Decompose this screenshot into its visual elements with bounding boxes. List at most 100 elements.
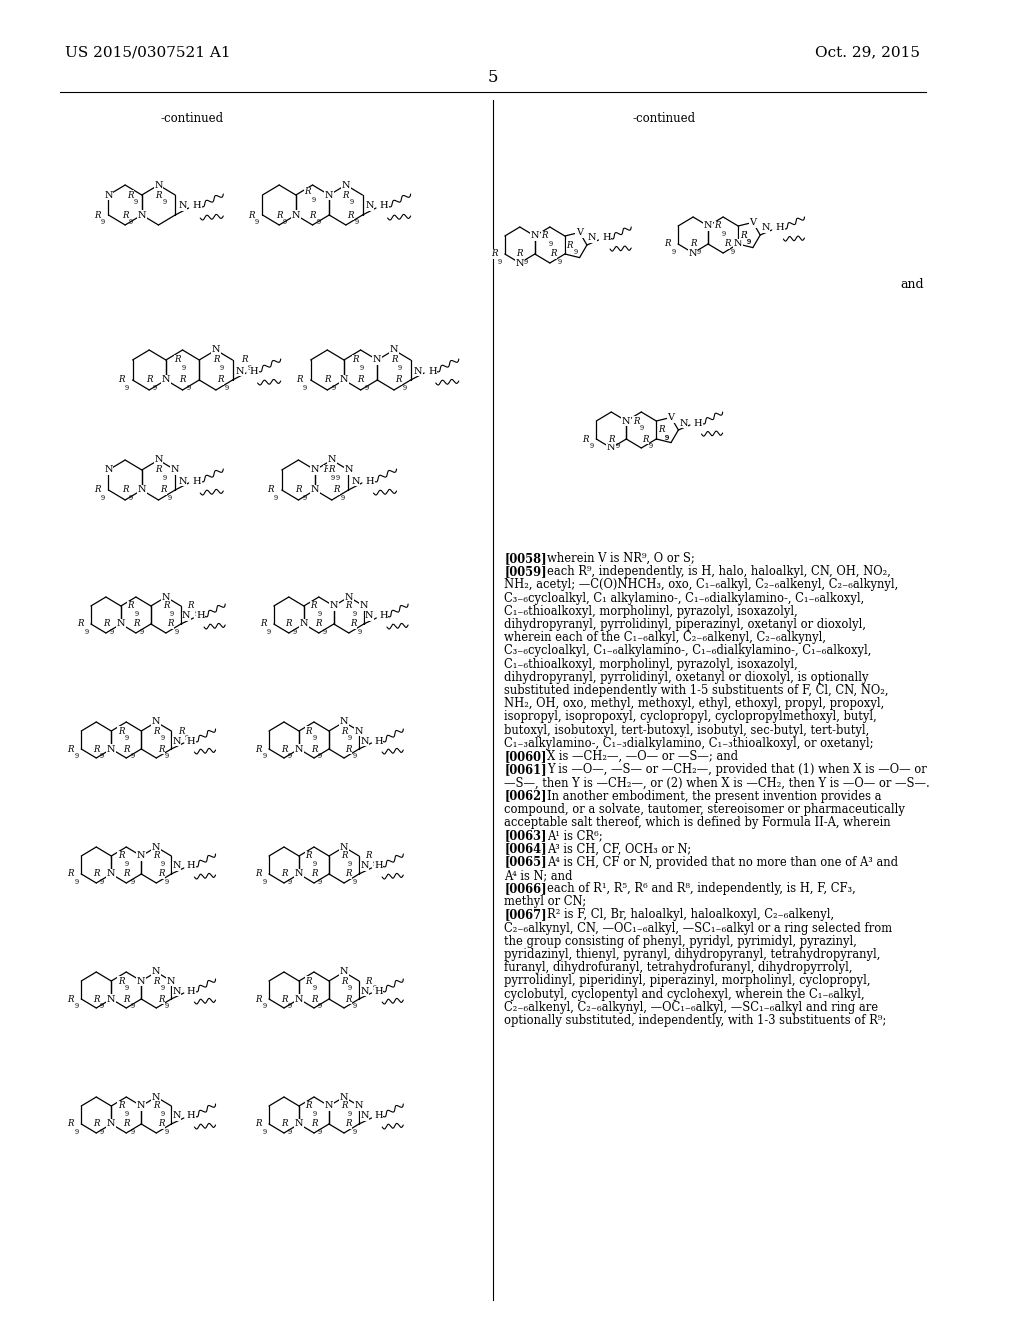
Text: R: R [324, 466, 330, 474]
Text: R: R [158, 994, 165, 1003]
Text: 9: 9 [262, 752, 266, 760]
Text: R: R [118, 851, 124, 861]
Text: 9: 9 [130, 1002, 134, 1011]
Text: H: H [197, 611, 205, 620]
Text: R: R [153, 1101, 160, 1110]
Text: R: R [267, 486, 273, 495]
Text: and: and [900, 279, 924, 292]
Text: 9: 9 [746, 239, 751, 247]
Text: R: R [334, 486, 340, 495]
Text: 9: 9 [590, 442, 594, 450]
Text: V: V [750, 218, 757, 227]
Text: 9: 9 [125, 859, 129, 867]
Text: R: R [93, 1119, 99, 1129]
Text: butoxyl, isobutoxyl, tert-butoxyl, isobutyl, sec-butyl, tert-butyl,: butoxyl, isobutoxyl, tert-butoxyl, isobu… [505, 723, 869, 737]
Text: R: R [305, 851, 312, 861]
Text: 9: 9 [84, 627, 88, 635]
Text: 9: 9 [731, 248, 735, 256]
Text: 9: 9 [160, 985, 164, 993]
Text: H: H [186, 1111, 196, 1121]
Text: 9: 9 [348, 734, 352, 742]
Text: R: R [153, 851, 160, 861]
Text: V: V [668, 413, 675, 422]
Text: N: N [360, 862, 369, 870]
Text: N: N [104, 190, 113, 199]
Text: wherein V is NR⁹, O or S;: wherein V is NR⁹, O or S; [547, 552, 695, 565]
Text: R: R [281, 744, 287, 754]
Text: R: R [583, 434, 589, 444]
Text: N: N [340, 968, 348, 977]
Text: cyclobutyl, cyclopentyl and cyclohexyl, wherein the C₁₋₆alkyl,: cyclobutyl, cyclopentyl and cyclohexyl, … [505, 987, 865, 1001]
Text: 9: 9 [288, 1002, 292, 1011]
Text: N: N [365, 611, 374, 620]
Text: pyrrolidinyl, piperidinyl, piperazinyl, morpholinyl, cyclopropyl,: pyrrolidinyl, piperidinyl, piperazinyl, … [505, 974, 871, 987]
Text: R: R [305, 977, 312, 986]
Text: 9: 9 [75, 1002, 79, 1011]
Text: R: R [160, 486, 167, 495]
Text: NH₂, OH, oxo, methyl, methoxyl, ethyl, ethoxyl, propyl, propoxyl,: NH₂, OH, oxo, methyl, methoxyl, ethyl, e… [505, 697, 885, 710]
Text: R: R [305, 1101, 312, 1110]
Text: R: R [248, 210, 254, 219]
Text: N: N [311, 466, 319, 474]
Text: R: R [345, 744, 352, 754]
Text: R: R [118, 1101, 124, 1110]
Text: 9: 9 [317, 752, 322, 760]
Text: N: N [366, 202, 374, 210]
Text: R: R [315, 619, 323, 628]
Text: 9: 9 [181, 363, 185, 371]
Text: 9: 9 [498, 257, 502, 265]
Text: 9: 9 [130, 752, 134, 760]
Text: 9: 9 [352, 610, 356, 618]
Text: acceptable salt thereof, which is defined by Formula II-A, wherein: acceptable salt thereof, which is define… [505, 816, 891, 829]
Text: furanyl, dihydrofuranyl, tetrahydrofuranyl, dihydropyrrolyl,: furanyl, dihydrofuranyl, tetrahydrofuran… [505, 961, 853, 974]
Text: R: R [153, 977, 160, 986]
Text: R: R [168, 619, 174, 628]
Text: R: R [163, 602, 169, 610]
Text: R: R [122, 486, 128, 495]
Text: N: N [108, 1119, 116, 1129]
Text: 9: 9 [100, 494, 104, 502]
Text: 9: 9 [359, 363, 364, 371]
Text: N: N [236, 367, 244, 375]
Text: X is —CH₂—, —O— or —S—; and: X is —CH₂—, —O— or —S—; and [547, 750, 738, 763]
Text: 9: 9 [186, 384, 190, 392]
Text: R: R [146, 375, 153, 384]
Text: 9: 9 [130, 878, 134, 886]
Text: R: R [657, 425, 665, 434]
Text: isopropyl, isopropoxyl, cyclopropyl, cyclopropylmethoxyl, butyl,: isopropyl, isopropoxyl, cyclopropyl, cyc… [505, 710, 878, 723]
Text: 9: 9 [722, 230, 726, 238]
Text: N: N [137, 851, 145, 861]
Text: N: N [360, 1111, 369, 1121]
Text: each R⁹, independently, is H, halo, haloalkyl, CN, OH, NO₂,: each R⁹, independently, is H, halo, halo… [547, 565, 891, 578]
Text: N: N [530, 231, 539, 240]
Text: 9: 9 [224, 384, 228, 392]
Text: N: N [295, 744, 303, 754]
Text: 9: 9 [331, 474, 335, 482]
Text: H: H [375, 737, 383, 746]
Text: R: R [345, 870, 352, 879]
Text: 9: 9 [746, 239, 751, 247]
Text: H: H [428, 367, 436, 375]
Text: 9: 9 [163, 198, 167, 206]
Text: N: N [178, 477, 186, 486]
Text: 9: 9 [75, 878, 79, 886]
Text: 9: 9 [615, 442, 620, 450]
Text: A³ is CH, CF, OCH₃ or N;: A³ is CH, CF, OCH₃ or N; [547, 842, 691, 855]
Text: R: R [127, 602, 134, 610]
Text: R: R [566, 240, 572, 249]
Text: R: R [690, 239, 696, 248]
Text: dihydropyranyl, pyrrolidinyl, piperazinyl, oxetanyl or dioxolyl,: dihydropyranyl, pyrrolidinyl, piperaziny… [505, 618, 866, 631]
Text: R: R [715, 222, 721, 231]
Text: A¹ is CR⁶;: A¹ is CR⁶; [547, 829, 603, 842]
Text: R: R [310, 1119, 317, 1129]
Text: N: N [311, 486, 319, 495]
Text: H: H [602, 234, 611, 243]
Text: A⁴ is N; and: A⁴ is N; and [505, 869, 572, 882]
Text: N: N [137, 210, 146, 219]
Text: 9: 9 [267, 627, 271, 635]
Text: 9: 9 [398, 363, 402, 371]
Text: R: R [217, 375, 224, 384]
Text: N: N [117, 619, 125, 628]
Text: 9: 9 [134, 610, 138, 618]
Text: 9: 9 [125, 384, 129, 392]
